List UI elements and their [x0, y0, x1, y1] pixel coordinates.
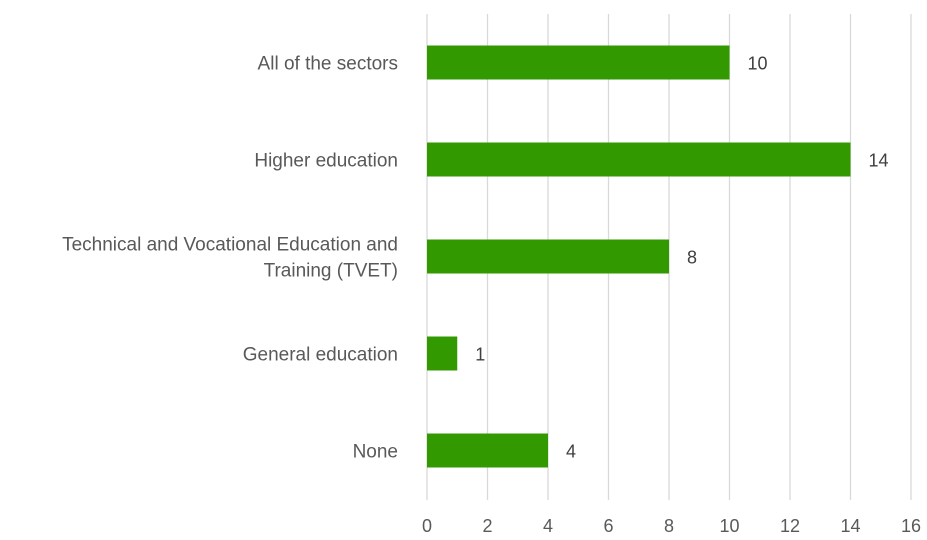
- category-label: All of the sectors: [258, 54, 398, 75]
- bar: [427, 433, 548, 468]
- category-label: Higher education: [254, 151, 398, 172]
- x-tick-label: 16: [901, 516, 921, 536]
- x-tick-label: 12: [780, 516, 800, 536]
- bar: [427, 336, 458, 371]
- x-tick-label: 14: [840, 516, 860, 536]
- category-label: None: [353, 442, 398, 463]
- data-label: 10: [748, 54, 768, 74]
- data-label: 1: [475, 345, 485, 365]
- x-axis-ticks: 0 2 4 6 8 10 12 14 16: [422, 516, 921, 536]
- data-label: 14: [869, 151, 889, 171]
- x-tick-label: 0: [422, 516, 432, 536]
- bar: [427, 142, 851, 177]
- category-label: Training (TVET): [264, 261, 398, 282]
- bar: [427, 45, 730, 80]
- data-label: 4: [566, 442, 576, 462]
- category-label: Technical and Vocational Education and: [62, 235, 398, 256]
- bars: [427, 45, 851, 468]
- x-tick-label: 2: [482, 516, 492, 536]
- data-label: 8: [687, 248, 697, 268]
- x-tick-label: 4: [543, 516, 553, 536]
- category-labels: All of the sectors Higher education Techni…: [62, 54, 398, 463]
- bar: [427, 239, 669, 274]
- x-tick-label: 6: [603, 516, 613, 536]
- category-label: General education: [243, 345, 398, 366]
- x-tick-label: 10: [719, 516, 739, 536]
- x-tick-label: 8: [664, 516, 674, 536]
